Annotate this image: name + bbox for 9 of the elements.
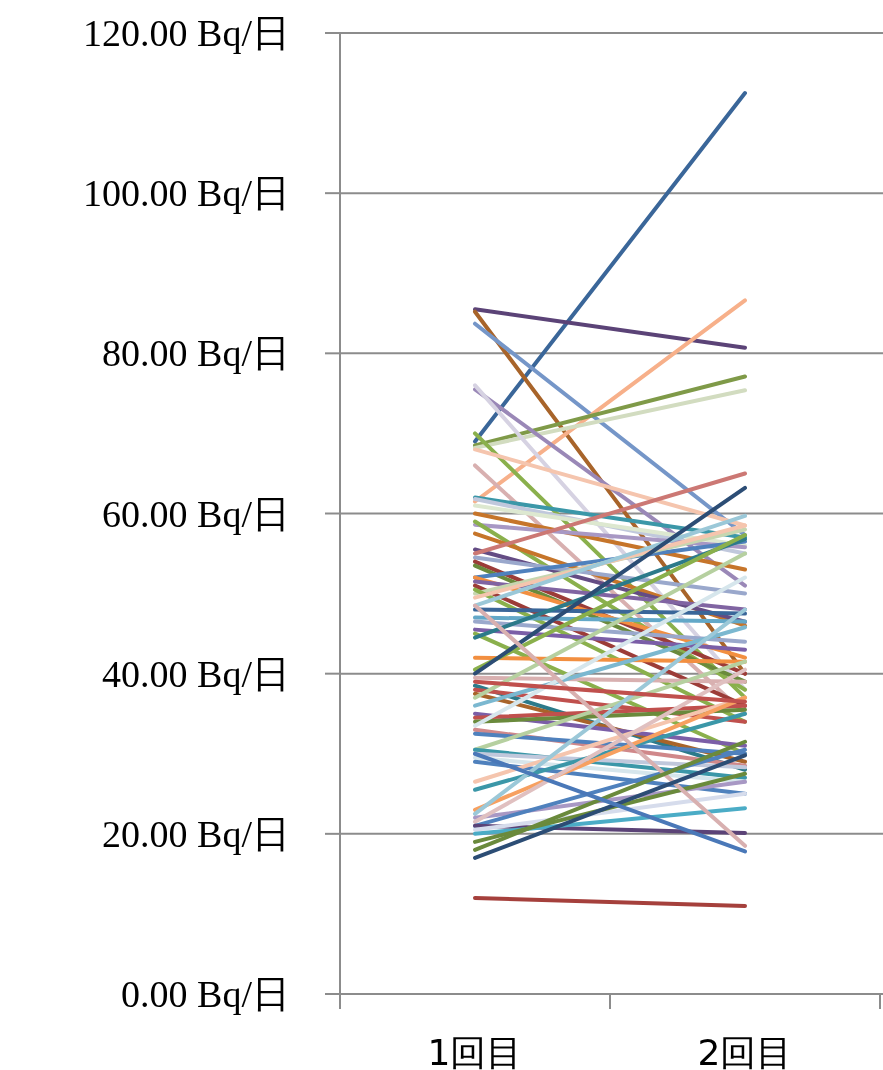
y-tick-label: 0.00 Bq/日 <box>121 973 290 1015</box>
y-tick-label: 100.00 Bq/日 <box>83 172 290 215</box>
y-tick-label: 20.00 Bq/日 <box>102 812 290 855</box>
x-tick-label: 1回目 <box>427 1031 523 1070</box>
y-tick-label: 40.00 Bq/日 <box>102 652 290 695</box>
y-tick-label: 120.00 Bq/日 <box>83 12 290 54</box>
x-tick-label: 2回目 <box>697 1031 793 1070</box>
y-tick-label: 80.00 Bq/日 <box>102 332 290 375</box>
y-tick-label: 60.00 Bq/日 <box>102 492 290 535</box>
